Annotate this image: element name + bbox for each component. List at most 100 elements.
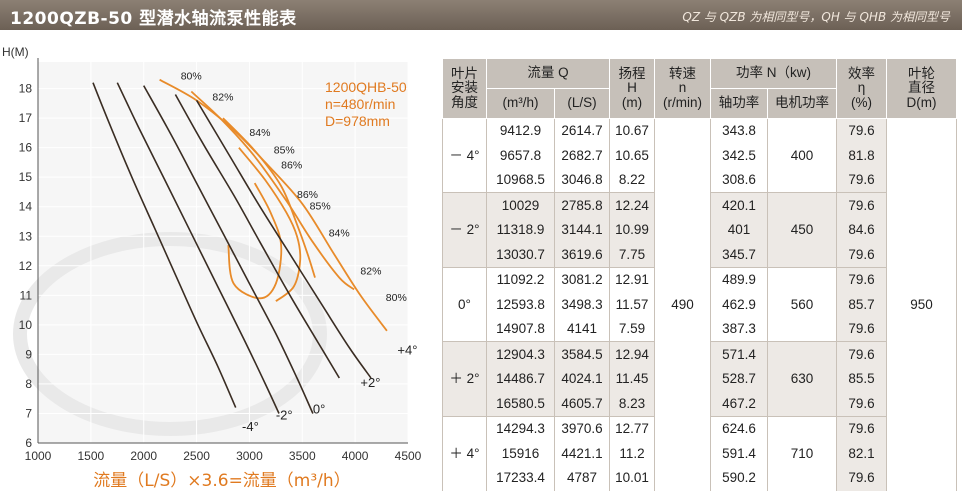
cell-flow-m3h: 14907.8 <box>486 317 555 342</box>
blade-angle-label: +4° <box>397 342 417 357</box>
head-curve <box>143 85 314 414</box>
efficiency-label: 80% <box>386 292 407 304</box>
efficiency-curve <box>227 182 283 300</box>
cell-efficiency: 81.8 <box>836 143 888 169</box>
cell-shaft-power: 571.4 <box>710 341 769 367</box>
efficiency-label: 82% <box>212 91 233 103</box>
cell-efficiency: 79.6 <box>836 317 888 342</box>
cell-flow-m3h: 10029 <box>486 192 555 218</box>
cell-head: 10.99 <box>609 217 656 243</box>
x-tick-label: 2000 <box>130 449 157 463</box>
cell-shaft-power: 342.5 <box>710 143 769 169</box>
model-annotation-line: 1200QHB-50 <box>325 79 407 95</box>
col-header-motor-power: 电机功率 <box>767 88 838 119</box>
efficiency-curve <box>238 147 302 302</box>
cell-head: 10.65 <box>609 143 656 169</box>
cell-flow-ls: 2614.7 <box>553 118 611 144</box>
cell-angle: ＋ 2° <box>442 341 487 417</box>
cell-shaft-power: 401 <box>710 217 769 243</box>
watermark-ring <box>13 232 327 436</box>
cell-head: 12.94 <box>609 341 656 367</box>
table-row: － 4° 9412.9 2614.7 10.67 490 343.8 400 79.6 950 <box>442 117 958 491</box>
model-annotation-line: D=978mm <box>325 113 390 129</box>
model-equivalence-note: QZ 与 QZB 为相同型号，QH 与 QHB 为相同型号 <box>682 10 950 24</box>
x-tick-label: 3500 <box>289 449 316 463</box>
blade-angle-label: 0° <box>313 401 325 416</box>
x-tick-label: 4000 <box>342 449 369 463</box>
cell-flow-ls: 4141 <box>553 317 611 342</box>
cell-shaft-power: 590.2 <box>710 466 769 491</box>
cell-angle: － 4° <box>442 117 487 193</box>
table-row: ＋ 4° 14294.3 3970.6 12.77 624.6 710 79.6 <box>442 415 957 491</box>
cell-efficiency: 79.6 <box>836 192 888 218</box>
cell-flow-ls: 3584.5 <box>553 341 611 367</box>
cell-flow-m3h: 15916 <box>486 441 555 467</box>
x-axis-label: 流量（L/S）×3.6=流量（m³/h） <box>93 471 350 491</box>
x-tick-label: 4500 <box>395 449 422 463</box>
y-tick-label: 11 <box>20 288 33 302</box>
y-tick-label: 12 <box>19 259 33 273</box>
cell-impeller: 950 <box>886 118 958 491</box>
performance-table: 叶片 安装 角度 流量 Q 扬程 H (m) 转速 n (r/min) 功率 N（kw) 效… <box>442 58 958 491</box>
cell-flow-m3h: 11318.9 <box>486 217 555 243</box>
cell-head: 11.2 <box>609 441 656 467</box>
x-tick-label: 2500 <box>183 449 210 463</box>
cell-shaft-power: 489.9 <box>710 266 769 293</box>
cell-flow-ls: 4787 <box>553 466 611 491</box>
y-tick-label: 13 <box>19 229 33 243</box>
col-header-impeller: 叶轮 直径 D(m) <box>886 58 958 119</box>
cell-motor-power: 560 <box>767 266 838 342</box>
blade-angle-label: -2° <box>276 407 293 422</box>
efficiency-label: 80% <box>181 71 202 83</box>
y-tick-label: 18 <box>19 82 33 96</box>
cell-angle: 0° <box>442 266 487 342</box>
x-tick-label: 1000 <box>25 449 52 463</box>
cell-flow-ls: 3081.2 <box>553 266 611 293</box>
efficiency-curve <box>159 78 388 332</box>
x-tick-label: 1500 <box>78 449 105 463</box>
cell-efficiency: 79.6 <box>836 391 888 417</box>
y-axis-label: H(M) <box>2 45 29 59</box>
cell-efficiency: 79.6 <box>836 341 888 367</box>
cell-shaft-power: 343.8 <box>710 118 769 144</box>
cell-motor-power: 450 <box>767 192 838 268</box>
efficiency-label: 85% <box>310 201 331 213</box>
cell-shaft-power: 462.9 <box>710 292 769 318</box>
col-header-flow: 流量 Q <box>485 58 611 89</box>
cell-shaft-power: 528.7 <box>710 366 769 392</box>
cell-flow-m3h: 12593.8 <box>486 292 555 318</box>
cell-flow-ls: 2785.8 <box>553 192 611 218</box>
col-header-power: 功率 N（kw) <box>710 58 838 89</box>
cell-efficiency: 79.6 <box>836 242 888 268</box>
cell-efficiency: 85.7 <box>836 292 888 318</box>
col-header-shaft-power: 轴功率 <box>710 88 769 119</box>
cell-flow-ls: 3144.1 <box>553 217 611 243</box>
y-tick-label: 17 <box>19 111 33 125</box>
cell-efficiency: 85.5 <box>836 366 888 392</box>
efficiency-label: 86% <box>281 159 302 171</box>
cell-head: 8.23 <box>609 391 656 417</box>
cell-flow-m3h: 13030.7 <box>486 242 555 268</box>
col-header-flow-m3h: (m³/h) <box>486 88 555 119</box>
performance-chart: 6 7 8 9 10 11 12 13 14 15 16 17 18 1000 1500 2000 2500 30… <box>0 34 440 495</box>
x-tick-label: 3000 <box>236 449 263 463</box>
cell-flow-ls: 3046.8 <box>553 168 611 193</box>
col-header-speed: 转速 n (r/min) <box>654 58 712 119</box>
head-curve <box>116 82 280 414</box>
cell-head: 12.24 <box>609 192 656 218</box>
cell-flow-ls: 4421.1 <box>553 441 611 467</box>
cell-flow-m3h: 14486.7 <box>486 366 555 392</box>
efficiency-label: 86% <box>297 189 318 201</box>
efficiency-curve <box>222 117 316 278</box>
cell-head: 12.91 <box>609 266 656 293</box>
efficiency-label: 82% <box>360 266 381 278</box>
cell-motor-power: 710 <box>767 415 838 491</box>
table-row: － 2° 10029 2785.8 12.24 420.1 450 79.6 <box>442 192 957 268</box>
head-curve <box>195 99 372 379</box>
cell-shaft-power: 467.2 <box>710 391 769 417</box>
cell-flow-m3h: 10968.5 <box>486 168 555 193</box>
cell-flow-ls: 2682.7 <box>553 143 611 169</box>
efficiency-label: 84% <box>329 227 350 239</box>
cell-head: 8.22 <box>609 168 656 193</box>
y-tick-label: 15 <box>19 170 33 184</box>
